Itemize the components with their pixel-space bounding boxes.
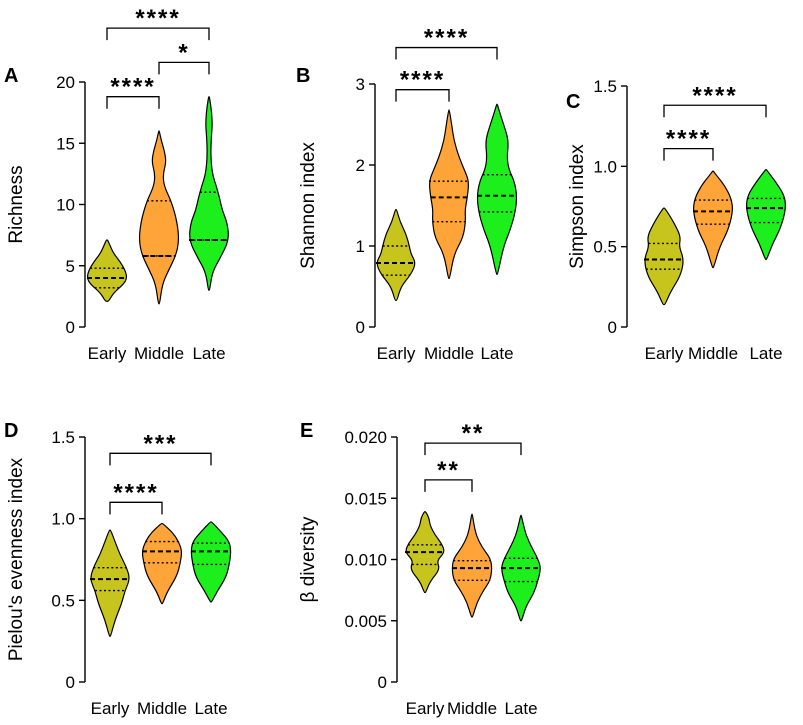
y-tick-label: 0.020	[344, 428, 387, 447]
panel-letter: B	[296, 65, 310, 87]
panel-letter: E	[300, 420, 313, 442]
significance-label: ****	[424, 25, 469, 52]
violin-late	[190, 521, 232, 603]
y-tick-label: 5	[66, 257, 75, 276]
y-tick-label: 15	[56, 134, 75, 153]
x-tick-label: Late	[504, 699, 537, 718]
x-tick-label: Early	[91, 699, 130, 718]
y-tick-label: 2	[356, 156, 365, 175]
x-tick-label: Middle	[424, 344, 474, 363]
y-tick-label: 10	[56, 196, 75, 215]
y-tick-label: 0.005	[344, 612, 387, 631]
x-tick-label: Middle	[134, 344, 184, 363]
significance-label: ***	[143, 430, 177, 457]
significance-bracket	[663, 148, 714, 161]
y-axis-label: Pielou's evenness index	[6, 457, 27, 661]
y-tick-label: 1.0	[593, 157, 617, 176]
significance-label: ****	[666, 126, 711, 153]
y-tick-label: 0.5	[593, 238, 617, 257]
violin-late	[189, 96, 229, 291]
panel-letter: A	[4, 65, 18, 87]
significance-bracket	[109, 501, 163, 515]
x-tick-label: Late	[194, 699, 227, 718]
y-axis-label: β diversity	[298, 516, 319, 602]
panel-c: C 0 0.5 1.0 1.5 Simpson index Early Middle Late *…	[566, 77, 786, 363]
panel-e: E 0 0.005 0.010 0.015 0.020 β diversity Early Mi…	[298, 420, 541, 718]
y-tick-label: 0	[66, 673, 75, 692]
significance-bracket	[424, 442, 522, 456]
violin-middle	[429, 109, 469, 279]
x-tick-label: Late	[480, 344, 513, 363]
y-axis-label: Simpson index	[567, 144, 588, 269]
violin-late	[476, 103, 518, 275]
y-tick-label: 1.0	[51, 510, 75, 529]
y-tick-label: 0.015	[344, 489, 387, 508]
y-tick-label: 0	[378, 673, 387, 692]
y-axis-label: Richness	[6, 165, 27, 243]
significance-label: ****	[135, 5, 180, 32]
violin-early	[90, 529, 130, 637]
significance-bracket	[109, 452, 212, 466]
violin-middle	[141, 522, 183, 605]
violin-early	[86, 239, 128, 302]
significance-bracket	[663, 104, 767, 118]
y-tick-label: 1.5	[593, 77, 617, 96]
y-tick-label: 1	[356, 237, 365, 256]
y-tick-label: 0	[66, 318, 75, 337]
significance-bracket	[106, 27, 210, 41]
x-tick-label: Early	[377, 344, 416, 363]
significance-bracket	[395, 46, 498, 60]
x-tick-label: Late	[749, 344, 782, 363]
panel-d: D 0 0.5 1.0 1.5 Pielou's evenness index Early M…	[4, 420, 232, 718]
violin-middle	[451, 513, 493, 618]
significance-bracket	[158, 61, 210, 75]
violin-early	[376, 208, 416, 301]
x-tick-label: Early	[406, 699, 445, 718]
violin-middle	[693, 170, 733, 269]
significance-label: ****	[113, 479, 158, 506]
significance-label: ****	[110, 74, 155, 101]
panel-b: B 0 1 2 3 Shannon index Early Middle Late **** ***…	[296, 25, 518, 363]
significance-bracket	[424, 479, 473, 492]
significance-label: **	[437, 457, 460, 484]
violin-middle	[138, 130, 180, 305]
panel-letter: C	[566, 91, 580, 113]
x-tick-label: Late	[192, 344, 225, 363]
significance-label: **	[462, 420, 485, 447]
y-tick-label: 0.010	[344, 551, 387, 570]
y-axis-label: Shannon index	[298, 142, 319, 269]
y-tick-label: 1.5	[51, 428, 75, 447]
y-tick-label: 20	[56, 73, 75, 92]
significance-bracket	[395, 89, 450, 102]
y-tick-label: 0	[356, 318, 365, 337]
significance-bracket	[106, 96, 160, 109]
x-tick-label: Middle	[447, 699, 497, 718]
significance-label: *	[178, 39, 189, 66]
y-tick-label: 3	[356, 75, 365, 94]
significance-label: ****	[400, 67, 445, 94]
panel-letter: D	[4, 420, 18, 442]
x-tick-label: Early	[645, 344, 684, 363]
violin-late	[746, 168, 786, 261]
y-tick-label: 0.5	[51, 591, 75, 610]
x-tick-label: Early	[88, 344, 127, 363]
x-tick-label: Middle	[137, 699, 187, 718]
y-tick-label: 0	[608, 318, 617, 337]
x-tick-label: Middle	[688, 344, 738, 363]
violin-early	[644, 207, 684, 306]
significance-label: ****	[692, 82, 737, 109]
